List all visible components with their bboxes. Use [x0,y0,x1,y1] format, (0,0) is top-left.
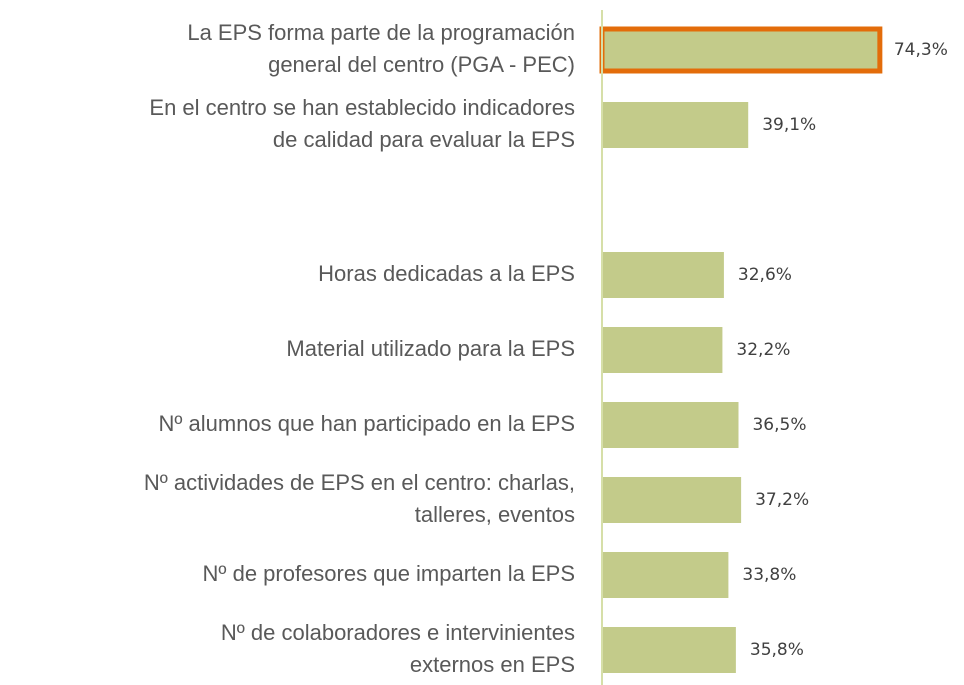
value-label: 33,8% [742,565,796,585]
value-label: 35,8% [750,640,804,660]
category-label: En el centro se han establecido indicado… [149,95,575,120]
value-label: 32,6% [738,265,792,285]
bar [602,477,742,523]
category-label: Nº de profesores que imparten la EPS [203,561,575,586]
value-label: 37,2% [755,490,809,510]
bar [602,552,729,598]
value-label: 36,5% [752,415,806,435]
bar [602,252,724,298]
value-label: 39,1% [762,115,816,135]
bar [602,402,739,448]
value-label: 74,3% [894,40,948,60]
category-label: Horas dedicadas a la EPS [318,261,575,286]
bar [602,327,723,373]
category-label: Material utilizado para la EPS [286,336,575,361]
bar [602,627,736,673]
category-label: Nº alumnos que han participado en la EPS [158,411,575,436]
bar [599,26,883,74]
category-label: general del centro (PGA - PEC) [268,52,575,77]
category-label: Nº de colaboradores e intervinientes [221,620,575,645]
category-label: talleres, eventos [415,502,575,527]
value-label: 32,2% [736,340,790,360]
category-label: externos en EPS [410,652,575,677]
category-label: La EPS forma parte de la programación [187,20,575,45]
bar [602,102,749,148]
category-label: de calidad para evaluar la EPS [273,127,575,152]
category-label: Nº actividades de EPS en el centro: char… [144,470,575,495]
